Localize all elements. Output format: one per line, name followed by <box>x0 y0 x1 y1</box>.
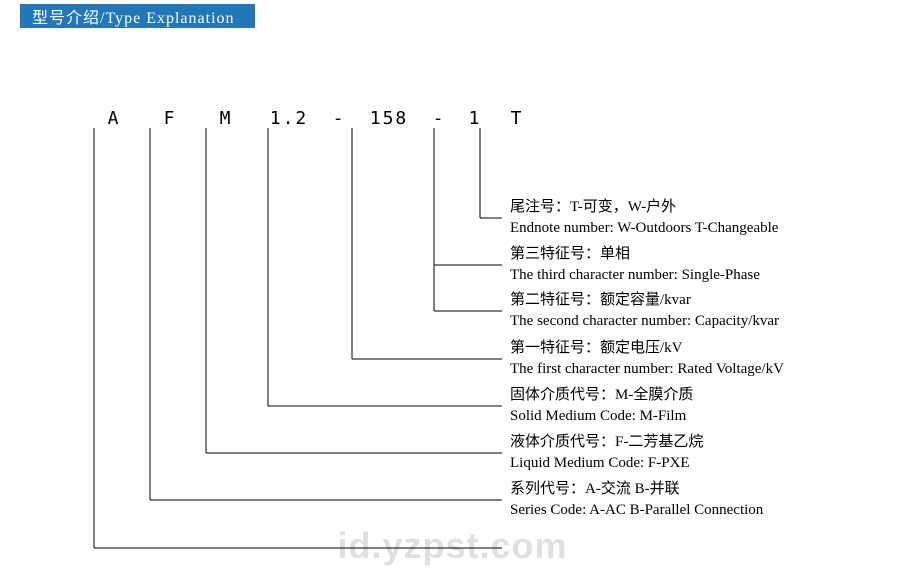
description-item: 第二特征号：额定容量/kvarThe second character numb… <box>510 290 779 332</box>
section-header: 型号介绍/Type Explanation <box>20 4 255 28</box>
section-header-label: 型号介绍/Type Explanation <box>32 4 235 28</box>
description-item: 系列代号：A-交流 B-并联Series Code: A-AC B-Parall… <box>510 479 763 521</box>
description-en: The second character number: Capacity/kv… <box>510 311 779 332</box>
code-segment: - <box>424 108 454 129</box>
code-segment: - <box>324 108 354 129</box>
code-segment: 158 <box>354 108 424 129</box>
code-segment: 1.2 <box>254 108 324 129</box>
description-zh: 系列代号：A-交流 B-并联 <box>510 479 763 500</box>
description-en: Solid Medium Code: M-Film <box>510 406 693 427</box>
description-item: 尾注号：T-可变，W-户外Endnote number: W-Outdoors … <box>510 197 778 239</box>
description-zh: 液体介质代号：F-二芳基乙烷 <box>510 432 703 453</box>
description-en: Endnote number: W-Outdoors T-Changeable <box>510 218 778 239</box>
code-segment: A <box>86 108 142 129</box>
watermark-text: id.yzpst.com <box>337 525 567 566</box>
code-segment: F <box>142 108 198 129</box>
description-en: Series Code: A-AC B-Parallel Connection <box>510 500 763 521</box>
description-item: 第三特征号：单相The third character number: Sing… <box>510 244 760 286</box>
code-segment: 1 <box>454 108 496 129</box>
description-zh: 尾注号：T-可变，W-户外 <box>510 197 778 218</box>
type-code-row: AFM1.2-158-1T <box>86 108 538 129</box>
description-zh: 第二特征号：额定容量/kvar <box>510 290 779 311</box>
description-item: 液体介质代号：F-二芳基乙烷Liquid Medium Code: F-PXE <box>510 432 703 474</box>
description-item: 固体介质代号：M-全膜介质Solid Medium Code: M-Film <box>510 385 693 427</box>
code-segment: T <box>496 108 538 129</box>
description-item: 第一特征号：额定电压/kVThe first character number:… <box>510 338 784 380</box>
code-segment: M <box>198 108 254 129</box>
description-zh: 固体介质代号：M-全膜介质 <box>510 385 693 406</box>
description-zh: 第一特征号：额定电压/kV <box>510 338 784 359</box>
description-en: The third character number: Single-Phase <box>510 265 760 286</box>
watermark: id.yzpst.com <box>0 525 905 567</box>
description-en: Liquid Medium Code: F-PXE <box>510 453 703 474</box>
description-en: The first character number: Rated Voltag… <box>510 359 784 380</box>
description-zh: 第三特征号：单相 <box>510 244 760 265</box>
